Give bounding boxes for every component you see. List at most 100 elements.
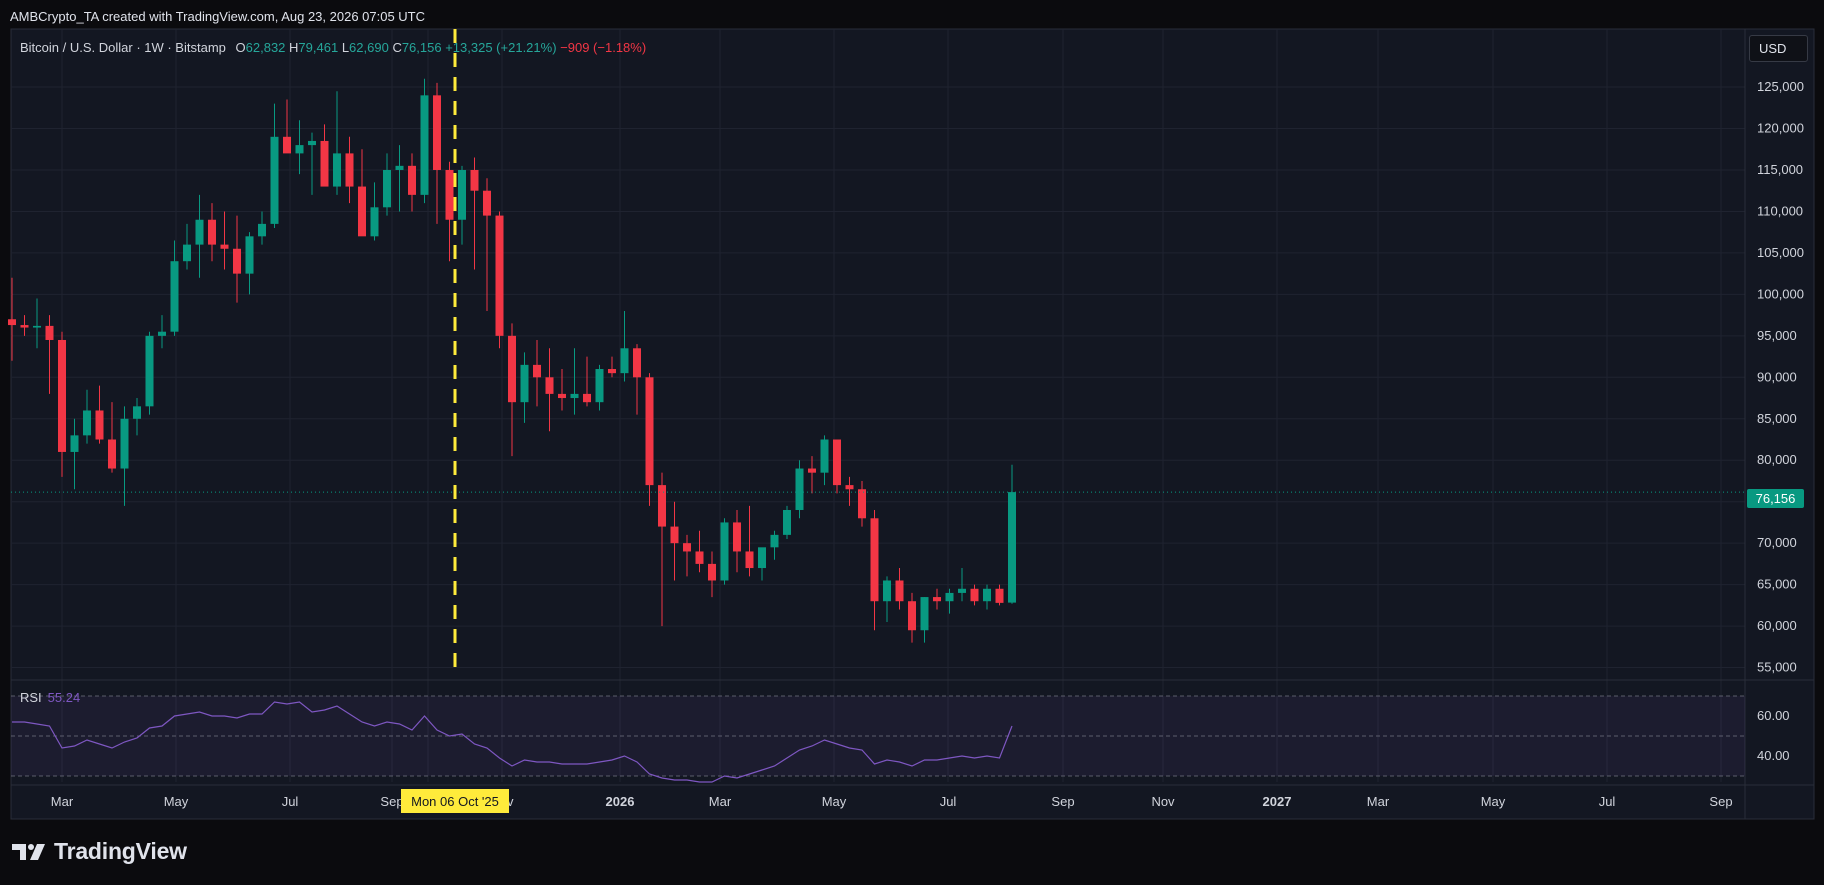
candle-body bbox=[783, 509, 791, 535]
legend-close-label: C bbox=[392, 40, 402, 55]
candle-body bbox=[145, 335, 154, 407]
symbol-legend[interactable]: Bitcoin / U.S. Dollar · 1W · Bitstamp O6… bbox=[20, 40, 646, 55]
candle-body bbox=[220, 244, 229, 249]
time-axis[interactable]: MarMayJulSepOctNov2026MarMayJulSepNov202… bbox=[51, 794, 1733, 809]
rsi-legend[interactable]: RSI 55.24 bbox=[20, 690, 80, 705]
candle-body bbox=[695, 551, 704, 564]
candle-body bbox=[195, 219, 204, 245]
candle-body bbox=[658, 485, 666, 527]
candle-body bbox=[520, 364, 529, 403]
candle-body bbox=[895, 580, 904, 602]
candle-body bbox=[633, 348, 641, 378]
candle-body bbox=[995, 588, 1004, 603]
candle-body bbox=[395, 165, 404, 170]
candle-body bbox=[808, 468, 816, 473]
price-tick-label: 95,000 bbox=[1757, 328, 1797, 343]
candle-body bbox=[670, 526, 679, 544]
legend-change: +13,325 (+21.21%) bbox=[445, 40, 557, 55]
price-tick-label: 65,000 bbox=[1757, 577, 1797, 592]
rsi-value: 55.24 bbox=[47, 690, 81, 705]
candle-body bbox=[958, 588, 966, 593]
candle-body bbox=[608, 369, 616, 374]
legend-volume-change: −909 (−1.18%) bbox=[560, 40, 647, 55]
candle-body bbox=[420, 95, 429, 195]
candle-body bbox=[545, 377, 554, 394]
candle-body bbox=[708, 563, 716, 581]
brand-name: TradingView bbox=[54, 838, 187, 864]
candle-body bbox=[370, 207, 379, 237]
candle-body bbox=[245, 236, 254, 274]
time-tick-label: May bbox=[822, 794, 847, 809]
tradingview-logo-icon bbox=[12, 843, 45, 860]
candle-body bbox=[758, 547, 766, 569]
time-tick-label: Mar bbox=[51, 794, 74, 809]
time-tick-label: Sep bbox=[380, 794, 403, 809]
chart-caption: AMBCrypto_TA created with TradingView.co… bbox=[10, 9, 426, 24]
candle-body bbox=[345, 153, 354, 187]
time-tick-label: Sep bbox=[1051, 794, 1074, 809]
candle-body bbox=[108, 439, 116, 469]
candle-body bbox=[95, 410, 104, 440]
rsi-tick-label: 40.00 bbox=[1757, 748, 1790, 763]
candle-body bbox=[433, 95, 441, 170]
candle-body bbox=[120, 418, 129, 469]
candle-body bbox=[333, 153, 341, 187]
price-tick-label: 110,000 bbox=[1757, 203, 1803, 218]
candle-body bbox=[833, 439, 841, 486]
time-tick-label: Jul bbox=[1599, 794, 1616, 809]
candle-body bbox=[358, 186, 366, 237]
candle-body bbox=[820, 439, 829, 473]
time-tick-label: Jul bbox=[940, 794, 957, 809]
candle-body bbox=[308, 140, 316, 146]
candle-body bbox=[8, 319, 16, 326]
legend-high-label: H bbox=[289, 40, 299, 55]
candle-body bbox=[133, 406, 141, 419]
candle-body bbox=[458, 169, 466, 220]
candle-body bbox=[33, 325, 41, 328]
chart-grid bbox=[11, 29, 1814, 819]
rsi-axis: 40.00 60.00 bbox=[1757, 708, 1790, 763]
candle-body bbox=[208, 219, 216, 245]
time-tick-label: Jul bbox=[282, 794, 299, 809]
price-tick-label: 70,000 bbox=[1757, 535, 1797, 550]
time-tick-label: Mar bbox=[1367, 794, 1390, 809]
candle-body bbox=[570, 393, 579, 399]
price-tick-label: 115,000 bbox=[1757, 162, 1803, 177]
candle-body bbox=[645, 377, 654, 486]
currency-button[interactable]: USD bbox=[1749, 35, 1808, 62]
candle-body bbox=[83, 410, 91, 436]
price-tick-label: 80,000 bbox=[1757, 452, 1797, 467]
candle-body bbox=[558, 393, 566, 399]
legend-low-value: 62,690 bbox=[349, 40, 389, 55]
candle-body bbox=[258, 223, 266, 237]
price-tick-label: 90,000 bbox=[1757, 369, 1797, 384]
candle-body bbox=[495, 215, 504, 336]
rsi-series bbox=[12, 701, 1013, 783]
time-tick-label: 2026 bbox=[606, 794, 635, 809]
candle-body bbox=[870, 518, 879, 602]
time-tick-label: Nov bbox=[1151, 794, 1175, 809]
time-tick-label: Mar bbox=[709, 794, 732, 809]
price-tick-label: 55,000 bbox=[1757, 660, 1797, 675]
rsi-pane bbox=[11, 695, 1745, 777]
candle-body bbox=[883, 580, 891, 602]
candle-series bbox=[8, 78, 1745, 643]
legend-symbol: Bitcoin / U.S. Dollar · 1W · Bitstamp bbox=[20, 40, 226, 55]
price-tick-label: 100,000 bbox=[1757, 286, 1804, 301]
time-tick-label: Sep bbox=[1709, 794, 1732, 809]
price-tick-label: 60,000 bbox=[1757, 618, 1797, 633]
candle-body bbox=[295, 145, 304, 154]
candle-body bbox=[970, 588, 979, 602]
legend-close-value: 76,156 bbox=[401, 40, 442, 55]
candle-body bbox=[733, 522, 741, 552]
candle-body bbox=[470, 169, 479, 191]
legend-open-value: 62,832 bbox=[245, 40, 286, 55]
legend-open-label: O bbox=[235, 40, 246, 55]
candle-body bbox=[770, 534, 779, 548]
candle-body bbox=[170, 261, 179, 332]
candle-body bbox=[795, 468, 804, 510]
candle-body bbox=[408, 165, 416, 195]
last-price-tag: 76,156 bbox=[1747, 489, 1804, 508]
tradingview-logo[interactable]: TradingView bbox=[12, 838, 187, 865]
